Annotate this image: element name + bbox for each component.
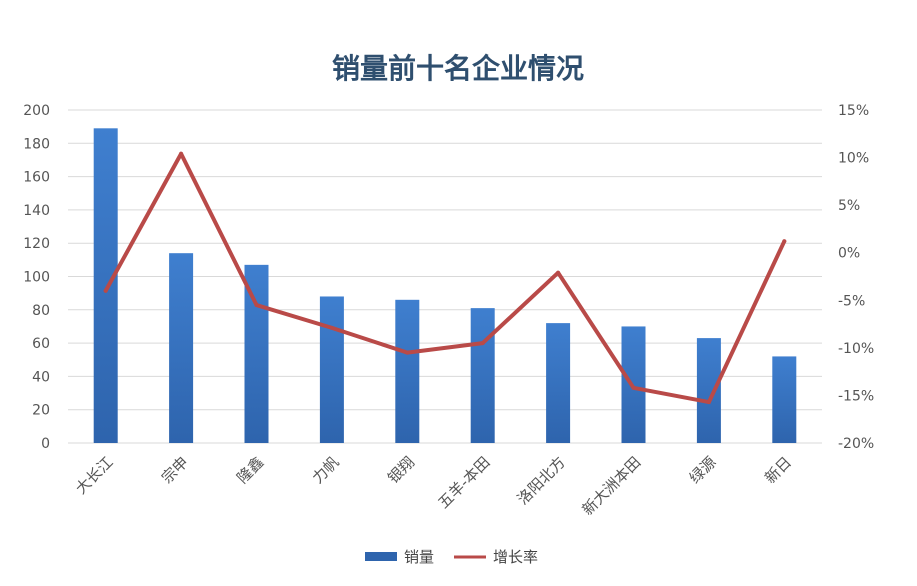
line-point	[405, 350, 410, 355]
legend-line-label: 增长率	[493, 548, 538, 566]
left-tick-label: 80	[32, 303, 50, 319]
bar	[470, 308, 495, 443]
category-label: 五羊-本田	[435, 453, 494, 512]
line-point	[706, 400, 711, 405]
line-point	[480, 341, 485, 346]
bar	[395, 299, 420, 443]
category-label: 力帆	[309, 453, 343, 487]
right-tick-label: -20%	[838, 436, 874, 452]
category-label: 新日	[761, 453, 795, 487]
right-tick-label: 10%	[838, 151, 869, 167]
left-tick-label: 0	[41, 436, 50, 452]
line-point	[631, 385, 636, 390]
bar	[319, 296, 344, 443]
bar	[169, 253, 194, 443]
bar	[546, 323, 571, 443]
bar	[772, 356, 797, 443]
bar-series	[93, 128, 797, 443]
line-point	[103, 288, 108, 293]
left-tick-label: 120	[23, 236, 50, 252]
legend-bar-label: 销量	[404, 548, 434, 566]
line-point	[254, 303, 259, 308]
bar	[244, 264, 269, 443]
line-point	[782, 239, 787, 244]
line-point	[556, 270, 561, 275]
left-tick-label: 160	[23, 170, 50, 186]
category-label: 洛阳北方	[514, 453, 569, 508]
x-axis: 大长江 宗申 隆鑫 力帆 银翔 五羊-本田 洛阳北方 新大洲本田 绿源 新日	[72, 453, 795, 519]
line-series	[103, 151, 787, 405]
right-tick-label: 5%	[838, 198, 860, 214]
left-tick-label: 20	[32, 403, 50, 419]
right-axis: -20% -15% -10% -5% 0% 5% 10% 15%	[838, 103, 874, 452]
right-tick-label: 0%	[838, 246, 860, 262]
legend-bar-swatch	[365, 552, 397, 561]
legend: 销量 增长率	[365, 548, 538, 566]
left-tick-label: 60	[32, 336, 50, 352]
left-tick-label: 180	[23, 136, 50, 152]
category-label: 宗申	[158, 453, 192, 487]
left-tick-label: 200	[23, 103, 50, 119]
left-tick-label: 140	[23, 203, 50, 219]
category-label: 银翔	[384, 453, 418, 487]
right-tick-label: -5%	[838, 293, 865, 309]
bar	[696, 338, 721, 443]
chart-title: 销量前十名企业情况	[332, 52, 584, 85]
left-tick-label: 40	[32, 369, 50, 385]
left-axis: 0 20 40 60 80 100 120 140 160 180 200	[23, 103, 50, 452]
gridlines	[68, 109, 822, 444]
category-label: 大长江	[72, 453, 117, 498]
line-point	[179, 151, 184, 156]
growth-rate-line	[103, 151, 787, 405]
category-label: 隆鑫	[233, 453, 267, 487]
category-label: 新大洲本田	[579, 453, 645, 519]
right-tick-label: 15%	[838, 103, 869, 119]
line-point	[329, 325, 334, 330]
right-tick-label: -15%	[838, 388, 874, 404]
bar	[93, 128, 118, 443]
right-tick-label: -10%	[838, 341, 874, 357]
left-tick-label: 100	[23, 270, 50, 286]
category-label: 绿源	[686, 453, 720, 487]
